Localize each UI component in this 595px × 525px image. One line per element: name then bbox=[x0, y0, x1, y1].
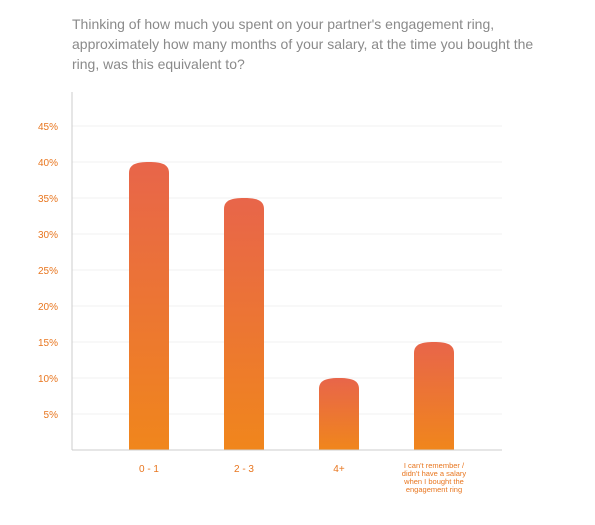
y-tick-label: 20% bbox=[38, 302, 58, 313]
y-tick-label: 15% bbox=[38, 338, 58, 349]
y-tick-label: 45% bbox=[38, 122, 58, 133]
bar bbox=[129, 162, 169, 450]
y-tick-label: 10% bbox=[38, 374, 58, 385]
x-category-labels: 0 - 1 2 - 3 4+ I can't remember / didn't hav… bbox=[139, 461, 466, 494]
y-tick-labels: 5% 10% 15% 20% 25% 30% 35% 40% 45% bbox=[38, 122, 58, 421]
y-tick-label: 5% bbox=[44, 410, 59, 421]
bar bbox=[224, 198, 264, 450]
chart-title: Thinking of how much you spent on your p… bbox=[72, 16, 534, 72]
axes bbox=[71, 92, 502, 451]
x-category-label: 2 - 3 bbox=[234, 464, 254, 475]
bar bbox=[414, 342, 454, 450]
y-tick-label: 35% bbox=[38, 194, 58, 205]
x-category-label: 4+ bbox=[333, 464, 345, 475]
bar bbox=[319, 378, 359, 450]
y-tick-label: 40% bbox=[38, 158, 58, 169]
y-tick-label: 25% bbox=[38, 266, 58, 277]
y-tick-label: 30% bbox=[38, 230, 58, 241]
bars bbox=[129, 162, 454, 450]
x-category-label: 0 - 1 bbox=[139, 464, 159, 475]
x-category-label: I can't remember / didn't have a salary wh… bbox=[402, 461, 467, 494]
